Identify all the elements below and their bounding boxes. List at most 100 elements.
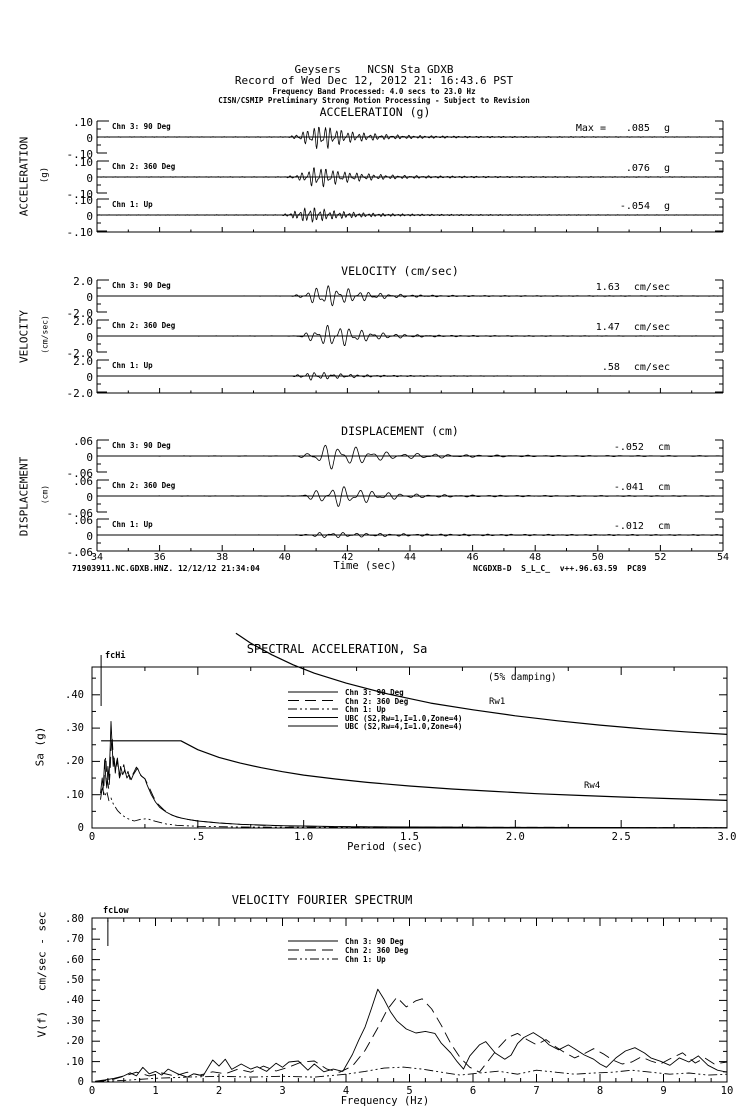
sa-legend-label: UBC (S2,Rw=1,I=1.0,Zone=4) bbox=[345, 713, 463, 723]
scale-label-bottom: -2.0 bbox=[66, 347, 94, 360]
fourier-y-tick-label: .70 bbox=[65, 933, 84, 946]
time-axis-label: Time (sec) bbox=[333, 560, 397, 572]
time-tick-label: 44 bbox=[403, 552, 417, 563]
max-value: 1.47 bbox=[595, 322, 620, 333]
scale-label-top: .10 bbox=[73, 156, 93, 169]
max-value: -.041 bbox=[613, 482, 644, 493]
max-unit: g bbox=[663, 123, 670, 134]
sa-legend-label: Chn 2: 360 Deg bbox=[345, 696, 409, 706]
max-value: .076 bbox=[625, 163, 650, 174]
sa-y-tick-label: .30 bbox=[65, 722, 84, 735]
processing-id-footer: NCGDXB-D S_L_C_ v++.96.63.59 PC89 bbox=[473, 564, 647, 573]
scale-label-top: 2.0 bbox=[73, 275, 93, 288]
scale-label-zero: 0 bbox=[86, 371, 93, 384]
max-value-row: -.012 cm bbox=[614, 521, 670, 532]
max-value: .085 bbox=[625, 123, 650, 134]
max-unit: g bbox=[663, 201, 670, 212]
max-value-row: -.041 cm bbox=[614, 482, 670, 493]
scale-label-bottom: -.10 bbox=[66, 188, 94, 201]
scale-label-bottom: -.06 bbox=[66, 507, 94, 520]
fourier-y-tick-label: .10 bbox=[65, 1055, 84, 1068]
fourier-chart-title: VELOCITY FOURIER SPECTRUM bbox=[231, 893, 413, 907]
fourier-y-tick-label: .80 bbox=[65, 912, 84, 925]
max-value-row: 1.63 cm/sec bbox=[590, 282, 670, 293]
sa-x-tick-label: 1.5 bbox=[400, 831, 419, 843]
fourier-x-tick-label: 5 bbox=[406, 1085, 413, 1097]
time-tick-label: 52 bbox=[654, 552, 667, 563]
fourier-x-tick-label: 10 bbox=[720, 1085, 734, 1097]
fourier-xaxis-label: Frequency (Hz) bbox=[340, 1095, 430, 1107]
channel-label: Chn 1: Up bbox=[112, 200, 153, 209]
frequency-band-line: Frequency Band Processed: 4.0 secs to 23… bbox=[272, 87, 476, 96]
displacement-panel-title: DISPLACEMENT (cm) bbox=[341, 424, 459, 438]
max-value-row: Max = .085 g bbox=[576, 123, 670, 134]
sa-x-tick-label: 1.0 bbox=[294, 831, 314, 843]
channel-label: Chn 2: 360 Deg bbox=[112, 162, 176, 171]
fourier-y-tick-label: .20 bbox=[65, 1035, 84, 1048]
time-tick-label: 42 bbox=[341, 552, 354, 563]
max-value-row: -.054 g bbox=[620, 201, 670, 212]
max-value: -.054 bbox=[619, 201, 650, 212]
max-unit: cm/sec bbox=[633, 362, 670, 373]
channel-label: Chn 3: 90 Deg bbox=[112, 441, 171, 450]
sa-chart-title: SPECTRAL ACCELERATION, Sa bbox=[246, 642, 428, 656]
scale-label-zero: 0 bbox=[86, 132, 93, 145]
displacement-unit-label: (cm) bbox=[40, 484, 50, 505]
max-value: 1.63 bbox=[595, 282, 620, 293]
rw1-curve-label: Rw1 bbox=[489, 697, 506, 707]
scale-label-bottom: -.06 bbox=[66, 546, 94, 559]
scale-label-zero: 0 bbox=[86, 530, 93, 543]
scale-label-top: .10 bbox=[73, 194, 93, 207]
fourier-y-tick-label: 0 bbox=[77, 1076, 84, 1088]
max-unit: cm/sec bbox=[633, 322, 670, 333]
velocity-axis-label: VELOCITY bbox=[17, 310, 31, 363]
scale-label-bottom: -.06 bbox=[66, 467, 94, 480]
sa-y-tick-label: .40 bbox=[65, 688, 84, 701]
sa-yaxis-label: Sa (g) bbox=[33, 726, 47, 767]
processing-disclaimer-line: CISN/CSMIP Preliminary Strong Motion Pro… bbox=[218, 96, 530, 105]
scale-label-zero: 0 bbox=[86, 210, 93, 223]
fourier-x-tick-label: 2 bbox=[215, 1085, 223, 1097]
time-tick-label: 46 bbox=[466, 552, 479, 563]
time-tick-label: 40 bbox=[278, 552, 291, 563]
channel-label: Chn 2: 360 Deg bbox=[112, 481, 176, 490]
fourier-legend-label: Chn 2: 360 Deg bbox=[345, 946, 409, 955]
fourier-x-tick-label: 9 bbox=[660, 1085, 667, 1097]
scale-label-top: 2.0 bbox=[73, 315, 93, 328]
time-tick-label: 50 bbox=[591, 552, 604, 563]
rw4-curve-label: Rw4 bbox=[584, 781, 601, 791]
sa-legend-label: Chn 1: Up bbox=[345, 705, 386, 714]
fchi-annotation: fcHi bbox=[105, 651, 126, 661]
max-unit: cm/sec bbox=[633, 282, 670, 293]
channel-label: Chn 3: 90 Deg bbox=[112, 122, 171, 131]
fourier-yaxis-label: V(f) cm/sec - sec bbox=[35, 911, 49, 1038]
scale-label-top: .10 bbox=[73, 116, 93, 129]
fourier-x-tick-label: 7 bbox=[533, 1085, 540, 1097]
acceleration-panel-title: ACCELERATION (g) bbox=[319, 105, 431, 119]
sa-x-tick-label: 2.5 bbox=[611, 831, 631, 843]
time-tick-label: 48 bbox=[529, 552, 542, 563]
channel-label: Chn 2: 360 Deg bbox=[112, 321, 176, 330]
channel-label: Chn 1: Up bbox=[112, 361, 153, 370]
fourier-x-tick-label: 1 bbox=[152, 1085, 159, 1097]
max-value-row: 1.47 cm/sec bbox=[590, 322, 670, 333]
scale-label-zero: 0 bbox=[86, 331, 93, 344]
scale-label-zero: 0 bbox=[86, 491, 93, 504]
displacement-axis-label: DISPLACEMENT bbox=[17, 456, 31, 537]
sa-x-tick-label: 3.0 bbox=[717, 831, 737, 843]
sa-y-tick-label: .10 bbox=[65, 788, 84, 801]
fourier-y-tick-label: .40 bbox=[65, 994, 84, 1007]
channel-label: Chn 3: 90 Deg bbox=[112, 281, 171, 290]
max-unit: cm bbox=[657, 521, 670, 532]
record-id-footer: 71903911.NC.GDXB.HNZ. 12/12/12 21:34:04 bbox=[72, 564, 260, 573]
sa-x-tick-label: .5 bbox=[191, 831, 205, 843]
time-tick-label: 34 bbox=[90, 552, 104, 563]
record-datetime-line: Record of Wed Dec 12, 2012 21: 16:43.6 P… bbox=[234, 74, 514, 87]
scale-label-top: .06 bbox=[73, 435, 93, 448]
scale-label-zero: 0 bbox=[86, 451, 93, 464]
fourier-x-tick-label: 8 bbox=[596, 1085, 604, 1097]
scale-label-bottom: -2.0 bbox=[66, 387, 94, 400]
fourier-y-tick-label: .50 bbox=[65, 974, 84, 986]
scale-label-bottom: -.10 bbox=[66, 148, 94, 161]
acceleration-axis-label: ACCELERATION bbox=[17, 136, 31, 217]
